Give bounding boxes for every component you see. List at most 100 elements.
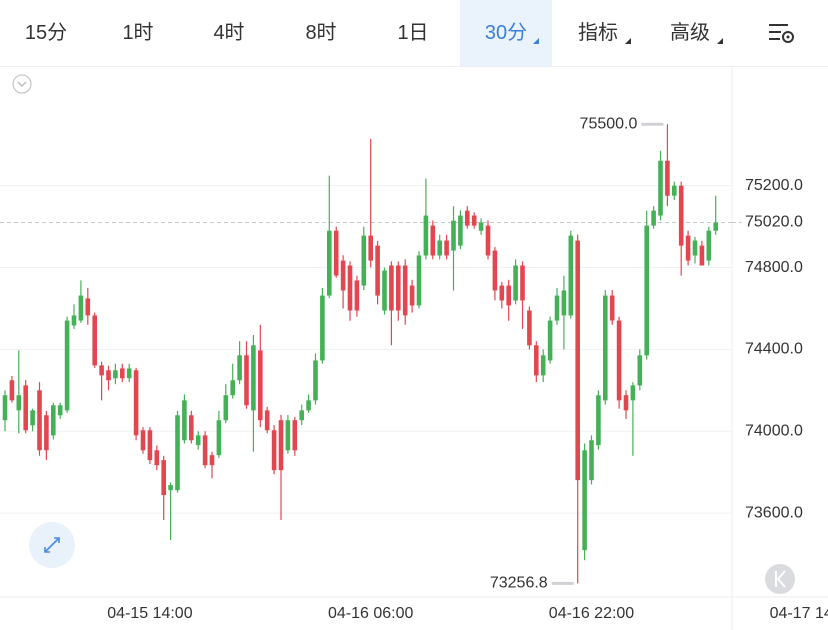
candle-body (430, 225, 436, 256)
settings-icon (769, 24, 794, 43)
candle-body (582, 450, 587, 551)
candle-body (120, 368, 125, 379)
candle-body (37, 390, 42, 451)
y-tick-label: 75200.0 (745, 177, 803, 194)
candle-body (416, 255, 422, 306)
k-icon (775, 570, 786, 588)
candle-body (44, 415, 49, 451)
candle-body (609, 295, 615, 321)
candle-body (706, 230, 712, 261)
candle-body (568, 235, 574, 316)
candle-body (306, 400, 311, 411)
k-button[interactable] (765, 564, 795, 594)
tab[interactable]: 1时 (92, 0, 184, 66)
tab[interactable]: 15分 (0, 0, 92, 66)
candle-body (126, 368, 132, 379)
candle-body (603, 295, 608, 401)
candle-body (168, 485, 173, 491)
candle-body (651, 210, 656, 226)
candle-body (23, 385, 28, 431)
y-tick-label: 73600.0 (745, 504, 803, 521)
settings-button[interactable] (766, 21, 798, 45)
candle-body (161, 460, 166, 496)
candle-body (678, 185, 684, 246)
candle-body (471, 215, 477, 226)
candle-body (106, 370, 111, 381)
x-tick-label: 04-16 22:00 (549, 605, 635, 622)
candle-body (99, 365, 104, 376)
candle-body (333, 230, 339, 276)
candle-body (692, 240, 698, 256)
candle-body (71, 315, 77, 326)
candle-body (437, 240, 442, 256)
candle-body (389, 265, 394, 311)
candle-body (396, 265, 401, 311)
candle-body (9, 380, 15, 401)
candle-body (534, 345, 539, 376)
candle-body (230, 380, 235, 396)
candle-body (554, 295, 560, 321)
fullscreen-icon (44, 537, 60, 553)
candle-body (78, 295, 84, 321)
candle-body (589, 440, 594, 481)
tab-label: 1日 (397, 22, 429, 44)
candle-body (672, 185, 677, 196)
candle-body (644, 225, 649, 356)
candle-body (596, 395, 601, 446)
candle-body (485, 225, 491, 256)
tab-label: 1时 (122, 22, 154, 44)
tab[interactable]: 1日 (367, 0, 459, 66)
candle-body (2, 395, 8, 421)
candle-body (285, 420, 291, 451)
annotation-label: 73256.8 (490, 575, 548, 592)
tab-label: 15分 (24, 22, 68, 44)
y-tick-label: 74800.0 (745, 259, 803, 276)
candle-body (195, 435, 201, 446)
tab[interactable]: 8时 (275, 0, 367, 66)
candle-body (278, 420, 284, 471)
candle-body (623, 395, 629, 411)
x-tick-label: 04-16 06:00 (328, 605, 414, 622)
tab[interactable]: 30分 (460, 0, 552, 66)
candle-body (223, 395, 229, 421)
candle-body (451, 220, 456, 251)
candle-body (527, 310, 532, 346)
collapse-button[interactable] (12, 74, 32, 94)
candle-body (51, 405, 56, 436)
tab-label: 高级 (670, 22, 710, 44)
candle-body (113, 370, 118, 379)
current-price-label: 75020.0 (745, 214, 803, 231)
candle-body (347, 265, 353, 311)
candle-body (616, 320, 622, 401)
tab[interactable]: 高级 (644, 0, 736, 66)
tab[interactable]: 4时 (183, 0, 275, 66)
candle-body (175, 415, 180, 491)
candle-body (313, 360, 318, 401)
tab-label: 4时 (213, 22, 245, 44)
candle-body (133, 370, 139, 436)
candle-body (685, 235, 691, 261)
candle-body (458, 215, 463, 246)
candle-body (368, 235, 373, 261)
candle-body (92, 315, 97, 366)
candle-body (216, 420, 222, 456)
candle-body (182, 400, 187, 441)
candle-body (244, 355, 249, 406)
candle-body (140, 430, 146, 451)
candle-body (465, 210, 470, 226)
candle-body (264, 410, 270, 431)
candle-body (354, 280, 360, 311)
candle-body (402, 265, 408, 316)
candle-body (85, 298, 91, 316)
candle-body (361, 235, 367, 286)
candle-body (409, 285, 415, 306)
candle-body (189, 415, 194, 441)
candle-body (154, 450, 160, 466)
tab-label: 30分 (484, 22, 528, 44)
toolbar: 15分 1时 4时 8时 1日 30分 指标 高级 (0, 0, 828, 67)
dropdown-arrow (625, 38, 631, 44)
candle-body (382, 270, 387, 311)
candle-body (423, 215, 429, 256)
tab[interactable]: 指标 (552, 0, 644, 66)
